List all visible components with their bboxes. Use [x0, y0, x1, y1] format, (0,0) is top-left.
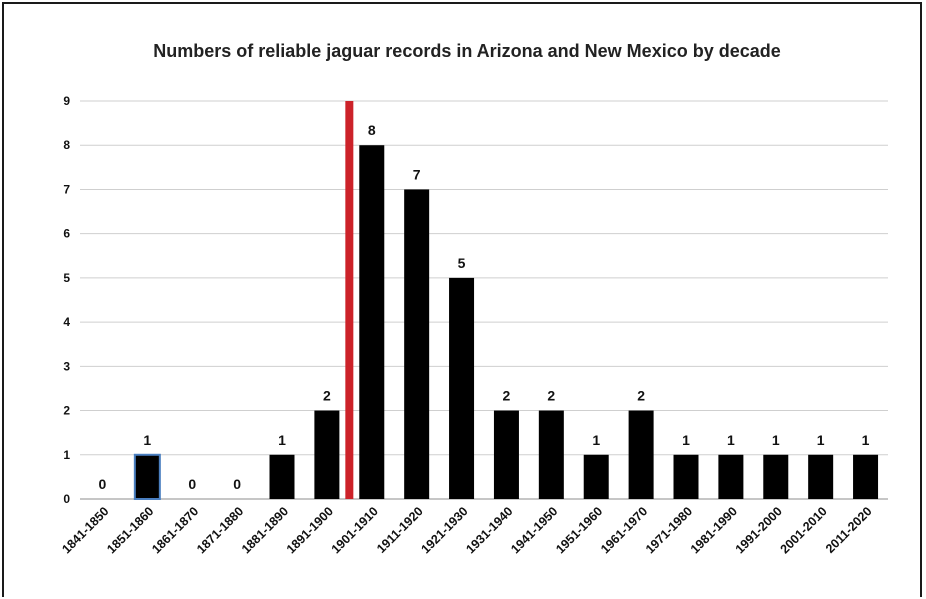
x-tick-label-1991-2000: 1991-2000 [733, 504, 785, 556]
data-label-2011-2020: 1 [862, 432, 870, 448]
y-tick-label: 0 [63, 492, 70, 506]
bar-1931-1940 [493, 410, 519, 499]
data-label-1981-1990: 1 [727, 432, 735, 448]
y-tick-label: 8 [63, 138, 70, 152]
y-tick-label: 2 [63, 404, 70, 418]
x-tick-label-1941-1950: 1941-1950 [508, 504, 560, 556]
data-label-1991-2000: 1 [772, 432, 780, 448]
x-tick-label-1931-1940: 1931-1940 [463, 504, 515, 556]
x-tick-label-1871-1880: 1871-1880 [194, 504, 246, 556]
data-labels: 0 1 0 0 1 2 8 7 5 2 2 1 2 1 1 1 1 1 [99, 122, 870, 492]
bar-chart: Numbers of reliable jaguar records in Ar… [59, 41, 888, 556]
bar-1941-1950 [538, 410, 564, 499]
bar-1951-1960 [583, 454, 609, 499]
data-label-1841-1850: 0 [99, 476, 107, 492]
gridlines [80, 100, 888, 500]
marker-line [345, 101, 354, 499]
chart-title: Numbers of reliable jaguar records in Ar… [153, 41, 781, 61]
x-tick-label-1901-1910: 1901-1910 [329, 504, 381, 556]
data-label-1931-1940: 2 [503, 388, 511, 404]
y-tick-label: 9 [63, 94, 70, 108]
y-tick-label: 1 [63, 448, 70, 462]
x-tick-label-1891-1900: 1891-1900 [284, 504, 336, 556]
data-label-1971-1980: 1 [682, 432, 690, 448]
x-tick-label-1861-1870: 1861-1870 [149, 504, 201, 556]
bar-1961-1970 [628, 410, 654, 499]
x-axis-ticks: 1841-18501851-18601861-18701871-18801881… [59, 504, 874, 556]
bar-1851-1860 [133, 453, 161, 500]
x-tick-label-1851-1860: 1851-1860 [104, 504, 156, 556]
x-tick-label-2001-2010: 2001-2010 [778, 504, 830, 556]
bar-2011-2020 [853, 454, 879, 499]
y-tick-label: 7 [63, 182, 70, 196]
data-label-1851-1860: 1 [143, 432, 151, 448]
x-tick-label-1881-1890: 1881-1890 [239, 504, 291, 556]
data-label-1961-1970: 2 [637, 388, 645, 404]
y-tick-label: 4 [63, 315, 70, 329]
bar-1991-2000 [763, 454, 789, 499]
x-tick-label-1981-1990: 1981-1990 [688, 504, 740, 556]
x-tick-label-1961-1970: 1961-1970 [598, 504, 650, 556]
bar-1971-1980 [673, 454, 699, 499]
bar-1901-1910 [359, 145, 385, 499]
y-tick-label: 6 [63, 227, 70, 241]
y-tick-label: 3 [63, 359, 70, 373]
bar-1891-1900 [314, 410, 340, 499]
y-axis-ticks: 0 1 2 3 4 5 6 7 8 9 [63, 94, 70, 506]
y-tick-label: 5 [63, 271, 70, 285]
data-label-1951-1960: 1 [592, 432, 600, 448]
data-label-1871-1880: 0 [233, 476, 241, 492]
bar-1981-1990 [718, 454, 744, 499]
data-label-1911-1920: 7 [413, 166, 421, 182]
data-label-1941-1950: 2 [547, 388, 555, 404]
data-label-1891-1900: 2 [323, 388, 331, 404]
x-tick-label-1911-1920: 1911-1920 [374, 504, 426, 556]
bars [133, 101, 879, 500]
x-tick-label-1921-1930: 1921-1930 [419, 504, 471, 556]
x-tick-label-2011-2020: 2011-2020 [823, 504, 875, 556]
bar-1911-1920 [404, 189, 430, 499]
x-tick-label-1951-1960: 1951-1960 [553, 504, 605, 556]
data-label-1901-1910: 8 [368, 122, 376, 138]
bar-2001-2010 [808, 454, 834, 499]
x-tick-label-1841-1850: 1841-1850 [59, 504, 111, 556]
data-label-1881-1890: 1 [278, 432, 286, 448]
data-label-1921-1930: 5 [458, 255, 466, 271]
data-label-1861-1870: 0 [188, 476, 196, 492]
data-label-2001-2010: 1 [817, 432, 825, 448]
x-tick-label-1971-1980: 1971-1980 [643, 504, 695, 556]
bar-1921-1930 [449, 277, 475, 499]
bar-1881-1890 [269, 454, 295, 499]
